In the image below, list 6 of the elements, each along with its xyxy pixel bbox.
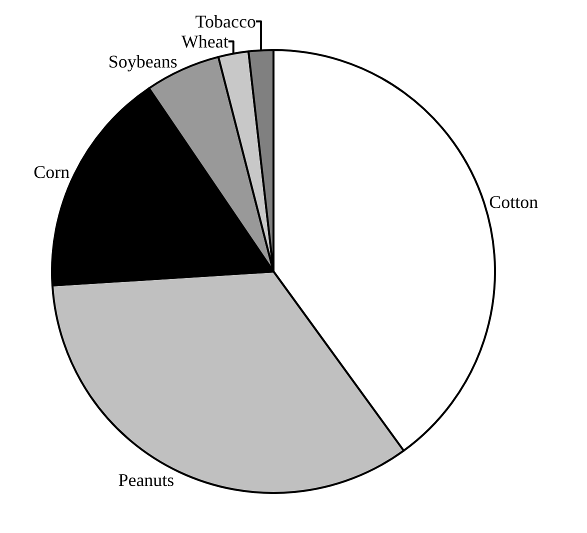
slice-label: Corn	[34, 162, 70, 182]
slice-label: Peanuts	[118, 470, 174, 490]
slice-label: Wheat	[181, 31, 228, 52]
slice-label: Tobacco	[195, 11, 256, 32]
slice-label: Cotton	[489, 192, 538, 212]
slice-label: Soybeans	[108, 51, 178, 72]
